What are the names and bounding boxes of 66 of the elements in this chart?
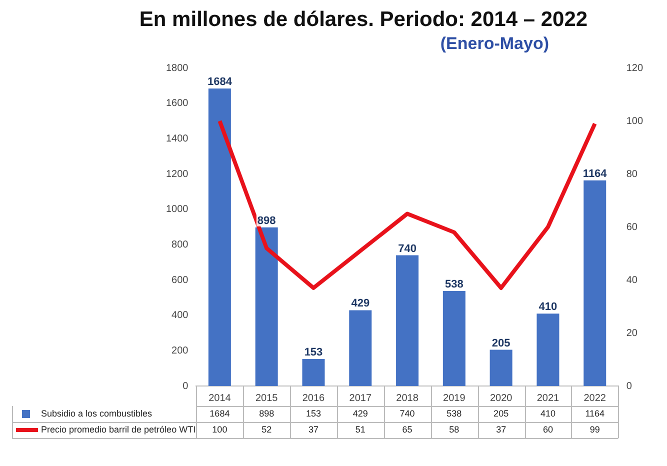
legend-label: Subsidio a los combustibles <box>41 408 153 418</box>
annotation: 153 <box>304 346 323 358</box>
y2-tick-label: 40 <box>626 274 638 286</box>
data-label: 740 <box>400 408 415 418</box>
data-label: 52 <box>262 424 272 434</box>
annotation: 410 <box>538 301 558 314</box>
bar <box>442 290 466 386</box>
y2-tick-label: 120 <box>626 62 644 74</box>
annotation: 538 <box>445 278 464 290</box>
data-label: 538 <box>446 408 462 418</box>
bar <box>396 255 419 386</box>
data-label: 99 <box>590 424 600 434</box>
y-tick-label: 1800 <box>166 62 189 74</box>
data-label: 100 <box>212 424 228 434</box>
x-tick-label: 2020 <box>490 392 513 404</box>
x-tick-label: 2022 <box>584 392 606 404</box>
data-label: 58 <box>449 424 460 434</box>
data-label: 51 <box>355 424 366 434</box>
bar <box>208 88 231 386</box>
y-tick-label: 200 <box>172 345 189 356</box>
data-label: 65 <box>402 424 412 434</box>
data-label: 205 <box>494 408 509 418</box>
x-tick-label: 2021 <box>536 392 560 404</box>
bar <box>584 180 606 386</box>
x-tick-label: 2014 <box>208 392 232 404</box>
bar <box>536 314 560 386</box>
y-tick-label: 1400 <box>166 133 189 144</box>
y2-tick-label: 60 <box>626 222 638 233</box>
data-label: 898 <box>259 408 274 418</box>
y-tick-label: 1200 <box>166 168 189 180</box>
annotation: 898 <box>257 214 276 227</box>
annotation: 1684 <box>207 76 233 88</box>
data-label: 37 <box>308 424 318 434</box>
legend-label: Precio promedio barril de petróleo WTI <box>41 424 196 434</box>
annotation: 740 <box>398 242 416 255</box>
chart-subtitle: (Enero-Mayo) <box>439 34 550 54</box>
x-tick-label: 2018 <box>396 392 419 404</box>
data-label: 410 <box>540 408 556 418</box>
y-tick-label: 1600 <box>166 98 189 110</box>
y-tick-label: 600 <box>172 274 189 286</box>
data-label: 153 <box>306 408 322 418</box>
y2-tick-label: 80 <box>626 168 638 180</box>
y-tick-label: 800 <box>172 239 189 250</box>
y2-tick-label: 100 <box>626 116 644 127</box>
bar <box>302 358 325 386</box>
data-label: 1164 <box>585 408 605 418</box>
chart-title: En millones de dólares. Periodo: 2014 – 2022 <box>138 8 589 32</box>
x-tick-label: 2017 <box>349 392 372 404</box>
bar <box>349 310 372 386</box>
data-label: 1684 <box>210 408 230 418</box>
y-tick-label: 0 <box>182 380 189 392</box>
annotation: 429 <box>351 298 370 310</box>
y-tick-label: 1000 <box>166 204 189 216</box>
bar <box>255 227 278 386</box>
y-tick-label: 400 <box>172 310 189 322</box>
data-label: 37 <box>496 424 506 434</box>
x-tick-label: 2015 <box>255 392 278 404</box>
x-tick-label: 2016 <box>302 392 326 404</box>
y2-tick-label: 20 <box>626 328 638 339</box>
data-label: 429 <box>352 408 368 418</box>
annotation: 205 <box>492 337 510 350</box>
y2-tick-label: 0 <box>626 380 632 392</box>
x-tick-label: 2019 <box>443 392 466 404</box>
annotation: 1164 <box>582 168 608 180</box>
bar <box>490 350 512 386</box>
data-label: 60 <box>542 424 553 434</box>
